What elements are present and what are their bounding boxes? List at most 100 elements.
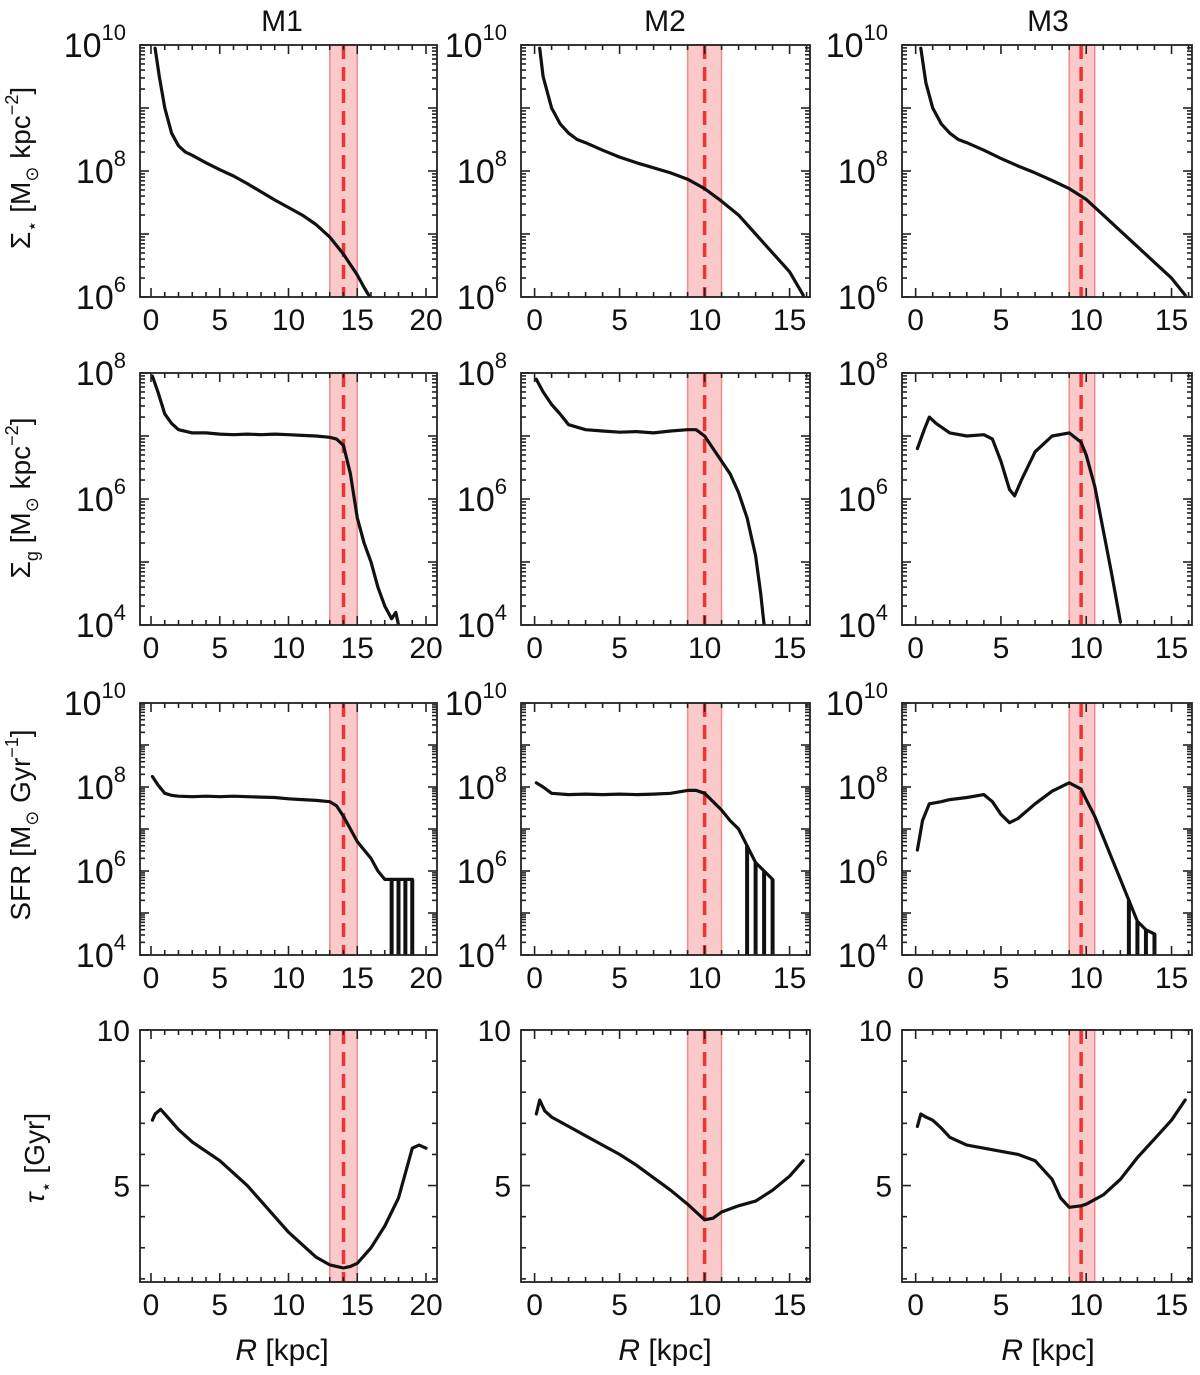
y-tick-exponent: 4 (495, 930, 507, 955)
x-tick-label: 15 (341, 632, 374, 665)
y-tick-label: 106 (457, 846, 507, 891)
x-tick-label: 15 (341, 962, 374, 995)
y-tick-exponent: 8 (495, 762, 507, 787)
x-tick-label: 0 (907, 304, 924, 337)
data-series-line (915, 415, 1122, 624)
y-tick-label: 1010 (826, 678, 888, 723)
y-tick-base: 10 (838, 937, 876, 975)
x-tick-label: 10 (1070, 962, 1103, 995)
y-tick-exponent: 6 (114, 846, 126, 871)
y-tick-exponent: 6 (495, 272, 507, 297)
y-tick-base: 10 (76, 153, 114, 191)
y-tick-exponent: 6 (114, 272, 126, 297)
y-label-sigma-gas: Σg [M⊙ kpc−2] (2, 418, 42, 579)
y-tick-exponent: 6 (114, 474, 126, 499)
y-tick-label: 10 (478, 1015, 511, 1048)
y-tick-exponent: 10 (483, 678, 507, 703)
y-tick-label: 108 (76, 146, 126, 191)
y-label-unit-mid: Gyr (5, 758, 36, 811)
y-label-subscript: ⋆ (22, 221, 42, 232)
x-tick-label: 15 (1155, 304, 1188, 337)
x-label-unit: [kpc] (1023, 1334, 1095, 1367)
x-label-unit: [kpc] (640, 1334, 712, 1367)
y-tick-label: 10 (859, 1015, 892, 1048)
x-label-m2: R [kpc] (618, 1334, 711, 1367)
y-tick-label: 1010 (445, 20, 507, 65)
x-tick-label: 5 (611, 632, 628, 665)
data-series-line (915, 1098, 1187, 1209)
x-tick-label: 10 (688, 1289, 721, 1322)
x-tick-label: 10 (688, 632, 721, 665)
y-tick-base: 10 (445, 685, 483, 723)
y-tick-label: 1010 (445, 678, 507, 723)
x-tick-label: 15 (341, 1289, 374, 1322)
x-tick-label: 20 (409, 632, 442, 665)
y-tick-exponent: 10 (102, 20, 126, 45)
x-tick-label: 15 (773, 1289, 806, 1322)
panel-M2-tau: 0 5 10 15 5 10 (478, 1015, 811, 1322)
y-label-unit-pre: [M (5, 182, 36, 221)
y-tick-label: 106 (457, 474, 507, 519)
x-tick-label: 0 (143, 632, 160, 665)
y-tick-label: 106 (457, 272, 507, 317)
x-label-var: R (235, 1334, 257, 1367)
y-tick-label: 5 (113, 1171, 130, 1204)
y-tick-exponent: 4 (876, 930, 888, 955)
y-tick-base: 10 (457, 355, 495, 393)
x-tick-label: 10 (688, 962, 721, 995)
y-tick-label: 104 (838, 930, 888, 975)
row-y-labels: Σ⋆ [M⊙ kpc−2] Σg [M⊙ kpc−2] SFR [M⊙ Gyr−… (2, 87, 56, 1203)
y-tick-exponent: 6 (495, 846, 507, 871)
x-tick-label: 5 (611, 1289, 628, 1322)
y-tick-label: 106 (76, 474, 126, 519)
plot-frame (520, 372, 811, 626)
x-tick-label: 5 (211, 1289, 228, 1322)
y-tick-exponent: 10 (864, 20, 888, 45)
x-label-m1: R [kpc] (235, 1334, 328, 1367)
y-tick-exponent: 8 (114, 146, 126, 171)
y-tick-label: 108 (838, 146, 888, 191)
x-tick-label: 10 (1070, 304, 1103, 337)
x-tick-label: 15 (341, 304, 374, 337)
y-label-unit-mid: kpc (5, 446, 36, 497)
data-series-line (150, 1107, 428, 1270)
plot-frame (901, 1029, 1193, 1283)
data-series-line (534, 781, 775, 881)
x-label-var: R (1001, 1334, 1023, 1367)
y-tick-label: 106 (76, 272, 126, 317)
highlight-band (1068, 372, 1096, 626)
x-tick-label: 0 (526, 962, 543, 995)
y-tick-exponent: 6 (876, 272, 888, 297)
x-tick-label: 5 (993, 632, 1010, 665)
x-tick-label: 5 (993, 962, 1010, 995)
panel-M3-tau: 0 5 10 15 5 10 (859, 1015, 1193, 1322)
y-label-unit-superscript: −2 (2, 425, 22, 446)
y-tick-base: 10 (64, 27, 102, 65)
x-tick-label: 15 (773, 632, 806, 665)
x-label-m3: R [kpc] (1001, 1334, 1094, 1367)
y-label-subscript: ⋆ (36, 1181, 56, 1192)
highlight-band (329, 1029, 358, 1283)
y-label-unit-superscript: −2 (2, 95, 22, 116)
y-tick-base: 10 (838, 279, 876, 317)
y-tick-label: 108 (76, 348, 126, 393)
y-tick-label: 104 (457, 930, 507, 975)
y-tick-label: 108 (457, 348, 507, 393)
x-tick-label: 20 (409, 962, 442, 995)
y-tick-base: 10 (76, 607, 114, 645)
x-axis-labels: R [kpc] R [kpc] R [kpc] (235, 1334, 1094, 1367)
y-label-unit-subscript: ⊙ (22, 811, 42, 826)
y-label-symbol: Σ (5, 561, 36, 578)
x-tick-label: 5 (611, 962, 628, 995)
x-tick-label: 20 (409, 1289, 442, 1322)
y-tick-base: 10 (457, 481, 495, 519)
y-tick-label: 104 (838, 600, 888, 645)
highlight-band (329, 702, 358, 956)
highlight-band (1068, 1029, 1096, 1283)
x-tick-label: 0 (907, 962, 924, 995)
y-tick-label: 106 (838, 846, 888, 891)
